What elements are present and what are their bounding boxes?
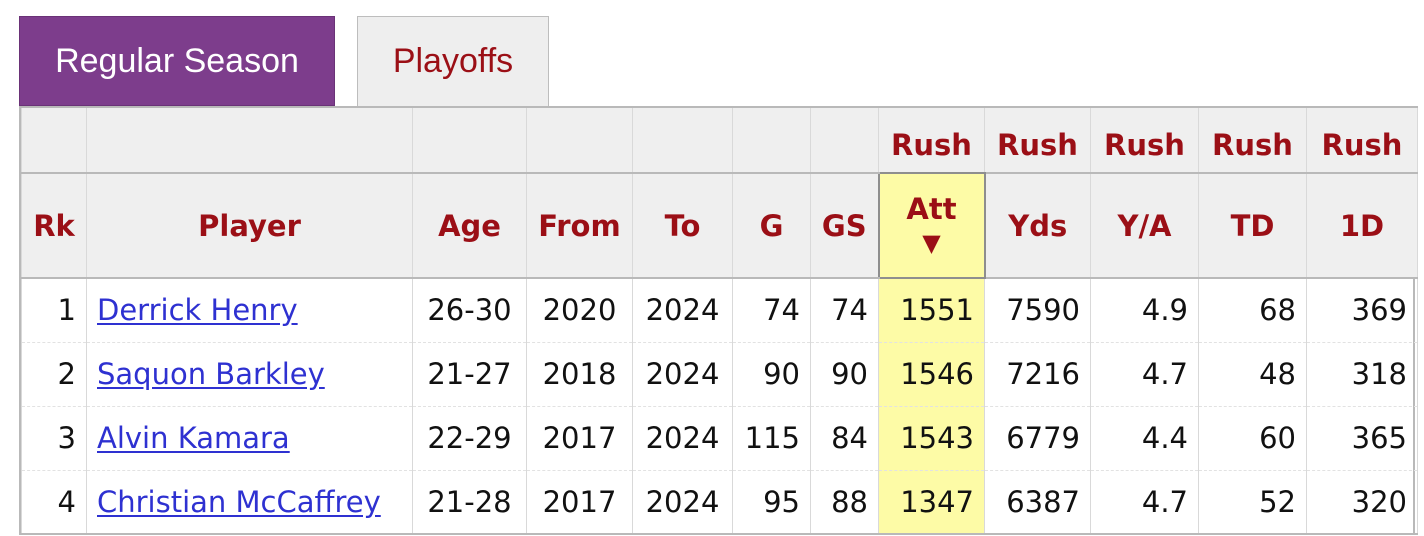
over-header-cell bbox=[21, 106, 87, 174]
cell-yds: 6387 bbox=[984, 469, 1091, 535]
player-link[interactable]: Alvin Kamara bbox=[97, 421, 290, 455]
tab-playoffs[interactable]: Playoffs bbox=[357, 16, 549, 106]
cell-att: 1546 bbox=[878, 341, 985, 407]
player-link[interactable]: Derrick Henry bbox=[97, 293, 298, 328]
cell-1d: 365 bbox=[1306, 405, 1418, 471]
cell-rk: 4 bbox=[21, 469, 87, 535]
cell-att: 1551 bbox=[878, 277, 985, 343]
cell-gs: 90 bbox=[810, 341, 879, 407]
header-row: Rk Player Age From To G GS Att ▼ Yds Y/A… bbox=[21, 172, 1418, 279]
cell-to: 2024 bbox=[632, 277, 733, 343]
header-1d[interactable]: 1D bbox=[1306, 172, 1418, 279]
over-header-cell bbox=[526, 106, 633, 174]
cell-g: 74 bbox=[732, 277, 811, 343]
tab-regular-season[interactable]: Regular Season bbox=[19, 16, 335, 106]
cell-age: 22-29 bbox=[412, 405, 527, 471]
cell-td: 52 bbox=[1198, 469, 1307, 535]
cell-from: 2020 bbox=[526, 277, 633, 343]
cell-player: Christian McCaffrey bbox=[86, 469, 413, 535]
cell-age: 21-28 bbox=[412, 469, 527, 535]
cell-from: 2017 bbox=[526, 469, 633, 535]
cell-yds: 6779 bbox=[984, 405, 1091, 471]
stats-table-frame: Rush Rush Rush Rush Rush Rk Player Age F… bbox=[19, 106, 1418, 535]
cell-ya: 4.4 bbox=[1090, 405, 1199, 471]
cell-ya: 4.9 bbox=[1090, 277, 1199, 343]
header-to[interactable]: To bbox=[632, 172, 733, 279]
cell-gs: 84 bbox=[810, 405, 879, 471]
over-header-cell bbox=[810, 106, 879, 174]
over-header-rush-td: Rush bbox=[1198, 106, 1307, 174]
over-header-cell bbox=[632, 106, 733, 174]
cell-1d: 318 bbox=[1306, 341, 1418, 407]
cell-player: Derrick Henry bbox=[86, 277, 413, 343]
header-age[interactable]: Age bbox=[412, 172, 527, 279]
cell-player: Saquon Barkley bbox=[86, 341, 413, 407]
cell-g: 90 bbox=[732, 341, 811, 407]
header-yds[interactable]: Yds bbox=[984, 172, 1091, 279]
header-td[interactable]: TD bbox=[1198, 172, 1307, 279]
rushing-stats-table: Rush Rush Rush Rush Rush Rk Player Age F… bbox=[21, 106, 1418, 535]
cell-td: 48 bbox=[1198, 341, 1307, 407]
header-ya[interactable]: Y/A bbox=[1090, 172, 1199, 279]
cell-age: 26-30 bbox=[412, 277, 527, 343]
header-att-label: Att bbox=[906, 191, 957, 226]
header-from[interactable]: From bbox=[526, 172, 633, 279]
cell-yds: 7590 bbox=[984, 277, 1091, 343]
cell-from: 2018 bbox=[526, 341, 633, 407]
cell-rk: 1 bbox=[21, 277, 87, 343]
cell-1d: 320 bbox=[1306, 469, 1418, 535]
cell-yds: 7216 bbox=[984, 341, 1091, 407]
table-row: 2 Saquon Barkley 21-27 2018 2024 90 90 1… bbox=[21, 341, 1418, 407]
tab-bar: Regular Season Playoffs bbox=[19, 16, 1415, 106]
cell-rk: 3 bbox=[21, 405, 87, 471]
cell-rk: 2 bbox=[21, 341, 87, 407]
header-rk[interactable]: Rk bbox=[21, 172, 87, 279]
cell-from: 2017 bbox=[526, 405, 633, 471]
cell-age: 21-27 bbox=[412, 341, 527, 407]
table-row: 1 Derrick Henry 26-30 2020 2024 74 74 15… bbox=[21, 277, 1418, 343]
over-header-rush-1d: Rush bbox=[1306, 106, 1418, 174]
cell-att: 1347 bbox=[878, 469, 985, 535]
cell-td: 68 bbox=[1198, 277, 1307, 343]
table-row: 4 Christian McCaffrey 21-28 2017 2024 95… bbox=[21, 469, 1418, 535]
over-header-rush-ya: Rush bbox=[1090, 106, 1199, 174]
cell-gs: 88 bbox=[810, 469, 879, 535]
header-att-sorted[interactable]: Att ▼ bbox=[877, 172, 986, 279]
player-link[interactable]: Saquon Barkley bbox=[97, 357, 325, 391]
cell-g: 115 bbox=[732, 405, 811, 471]
cell-1d: 369 bbox=[1306, 277, 1418, 343]
cell-gs: 74 bbox=[810, 277, 879, 343]
cell-ya: 4.7 bbox=[1090, 341, 1199, 407]
over-header-cell bbox=[732, 106, 811, 174]
over-header-rush-att: Rush bbox=[878, 106, 985, 174]
cell-to: 2024 bbox=[632, 405, 733, 471]
cell-player: Alvin Kamara bbox=[86, 405, 413, 471]
cell-td: 60 bbox=[1198, 405, 1307, 471]
over-header-row: Rush Rush Rush Rush Rush bbox=[21, 106, 1418, 174]
cell-ya: 4.7 bbox=[1090, 469, 1199, 535]
table-row: 3 Alvin Kamara 22-29 2017 2024 115 84 15… bbox=[21, 405, 1418, 471]
cell-to: 2024 bbox=[632, 469, 733, 535]
header-player[interactable]: Player bbox=[86, 172, 413, 279]
over-header-rush-yds: Rush bbox=[984, 106, 1091, 174]
cell-g: 95 bbox=[732, 469, 811, 535]
over-header-cell bbox=[412, 106, 527, 174]
header-gs[interactable]: GS bbox=[810, 172, 879, 279]
cell-att: 1543 bbox=[878, 405, 985, 471]
cell-to: 2024 bbox=[632, 341, 733, 407]
over-header-cell bbox=[86, 106, 413, 174]
stats-widget: Regular Season Playoffs bbox=[19, 16, 1418, 535]
sort-desc-icon: ▼ bbox=[922, 228, 941, 257]
player-link[interactable]: Christian McCaffrey bbox=[97, 484, 381, 519]
header-g[interactable]: G bbox=[732, 172, 811, 279]
